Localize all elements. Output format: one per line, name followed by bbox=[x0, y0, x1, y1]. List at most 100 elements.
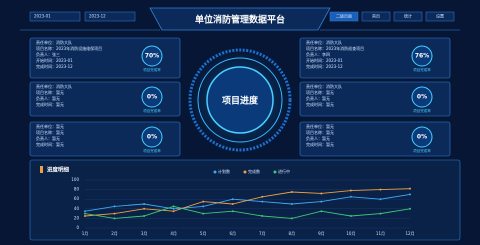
series-point bbox=[202, 205, 204, 207]
percent-value: 0% bbox=[417, 94, 427, 101]
series-point bbox=[173, 208, 175, 210]
percent-value: 0% bbox=[147, 134, 157, 141]
series-point bbox=[202, 213, 204, 215]
series-point bbox=[320, 210, 322, 212]
x-tick-label: 10月 bbox=[346, 231, 355, 236]
card-line: 项目名称：暂无 bbox=[306, 129, 334, 135]
series-point bbox=[291, 203, 293, 205]
percent-caption: 项目完成率 bbox=[143, 67, 161, 72]
series-point bbox=[379, 189, 381, 191]
x-tick-label: 11月 bbox=[376, 231, 385, 236]
series-point bbox=[232, 203, 234, 205]
percent-value: 0% bbox=[147, 94, 157, 101]
x-tick-label: 6月 bbox=[229, 231, 236, 236]
series-point bbox=[261, 215, 263, 217]
series-point bbox=[114, 217, 116, 219]
series-point bbox=[409, 193, 411, 195]
series-point bbox=[202, 201, 204, 203]
series-point bbox=[143, 203, 145, 205]
y-tick-label: 100 bbox=[71, 177, 79, 182]
card-line: 责任单位：消防大队 bbox=[306, 39, 342, 45]
percent-value: 76% bbox=[415, 53, 429, 60]
series-point bbox=[320, 201, 322, 203]
series-point bbox=[350, 215, 352, 217]
legend-swatch bbox=[214, 171, 217, 174]
series-point bbox=[232, 210, 234, 212]
percent-caption: 项目完成率 bbox=[413, 148, 431, 153]
card-line: 开始时间：2023-01 bbox=[306, 57, 343, 63]
card-line: 负责人：暂无 bbox=[306, 95, 330, 101]
y-tick-label: 80 bbox=[74, 187, 80, 192]
series-point bbox=[114, 213, 116, 215]
card-line: 完成时间：暂无 bbox=[36, 141, 64, 147]
series-point bbox=[409, 188, 411, 190]
legend-label: 计划数 bbox=[218, 168, 230, 174]
page-title: 单位消防管理数据平台 bbox=[195, 14, 285, 26]
percent-caption: 项目完成率 bbox=[143, 148, 161, 153]
series-point bbox=[84, 215, 86, 217]
page: 单位消防管理数据平台 2023-01 2023-12 项目进度 进度明细 二级页… bbox=[0, 0, 480, 245]
card-line: 负责人：暂无 bbox=[36, 135, 60, 141]
card-line: 完成时间：暂无 bbox=[36, 101, 64, 107]
series-point bbox=[173, 205, 175, 207]
x-tick-label: 7月 bbox=[259, 231, 266, 236]
percent-caption: 项目完成率 bbox=[413, 67, 431, 72]
percent-caption: 项目完成率 bbox=[413, 108, 431, 113]
card-line: 责任单位：消防大队 bbox=[36, 39, 72, 45]
series-point bbox=[379, 213, 381, 215]
series-point bbox=[84, 210, 86, 212]
date-from[interactable]: 2023-01 bbox=[34, 14, 51, 19]
legend-swatch bbox=[274, 171, 277, 174]
nav-button-label[interactable]: 设置 bbox=[436, 13, 444, 19]
nav-button-label[interactable]: 统计 bbox=[404, 13, 412, 19]
card-line: 责任单位：暂无 bbox=[36, 123, 64, 129]
series-point bbox=[409, 208, 411, 210]
series-point bbox=[350, 190, 352, 192]
legend-label: 进行中 bbox=[278, 168, 290, 174]
chart-title: 进度明细 bbox=[47, 166, 70, 174]
card-line: 责任单位：消防大队 bbox=[306, 83, 342, 89]
nav-button-label[interactable]: 二级页面 bbox=[336, 13, 352, 19]
series-point bbox=[320, 192, 322, 194]
x-tick-label: 1月 bbox=[82, 231, 89, 236]
series-point bbox=[350, 196, 352, 198]
legend-swatch bbox=[244, 171, 247, 174]
card-line: 责任单位：消防大队 bbox=[36, 83, 72, 89]
percent-value: 0% bbox=[417, 134, 427, 141]
card-line: 负责人：张三 bbox=[36, 51, 60, 57]
card-line: 完成时间：2023-12 bbox=[36, 63, 73, 69]
x-tick-label: 5月 bbox=[200, 231, 207, 236]
x-tick-label: 12月 bbox=[405, 231, 414, 236]
card-line: 负责人：暂无 bbox=[306, 135, 330, 141]
card-line: 完成时间：暂无 bbox=[306, 141, 334, 147]
x-tick-label: 9月 bbox=[318, 231, 325, 236]
series-point bbox=[291, 217, 293, 219]
y-tick-label: 20 bbox=[74, 215, 80, 220]
card-line: 责任单位：暂无 bbox=[306, 123, 334, 129]
dashboard: 单位消防管理数据平台 2023-01 2023-12 项目进度 进度明细 二级页… bbox=[0, 0, 480, 245]
series-point bbox=[143, 215, 145, 217]
series-point bbox=[143, 208, 145, 210]
x-tick-label: 3月 bbox=[141, 231, 148, 236]
x-tick-label: 8月 bbox=[289, 231, 296, 236]
nav-button-label[interactable]: 首页 bbox=[372, 13, 380, 19]
card-line: 项目名称：暂无 bbox=[36, 89, 64, 95]
date-to[interactable]: 2023-12 bbox=[89, 14, 106, 19]
series-point bbox=[232, 198, 234, 200]
card-line: 开始时间：2023-01 bbox=[36, 57, 73, 63]
y-tick-label: 60 bbox=[74, 196, 80, 201]
y-tick-label: 40 bbox=[74, 206, 80, 211]
legend-label: 完成数 bbox=[248, 168, 260, 174]
series-point bbox=[261, 201, 263, 203]
card-line: 项目名称：暂无 bbox=[306, 89, 334, 95]
series-point bbox=[261, 196, 263, 198]
card-line: 负责人：暂无 bbox=[36, 95, 60, 101]
title-marker bbox=[40, 166, 43, 173]
card-line: 项目名称：暂无 bbox=[36, 129, 64, 135]
series-point bbox=[114, 205, 116, 207]
center-label: 项目进度 bbox=[222, 95, 259, 107]
card-line: 项目名称：2023年消防巡查项目 bbox=[306, 45, 364, 51]
series-point bbox=[84, 213, 86, 215]
x-tick-label: 4月 bbox=[170, 231, 177, 236]
percent-caption: 项目完成率 bbox=[143, 108, 161, 113]
